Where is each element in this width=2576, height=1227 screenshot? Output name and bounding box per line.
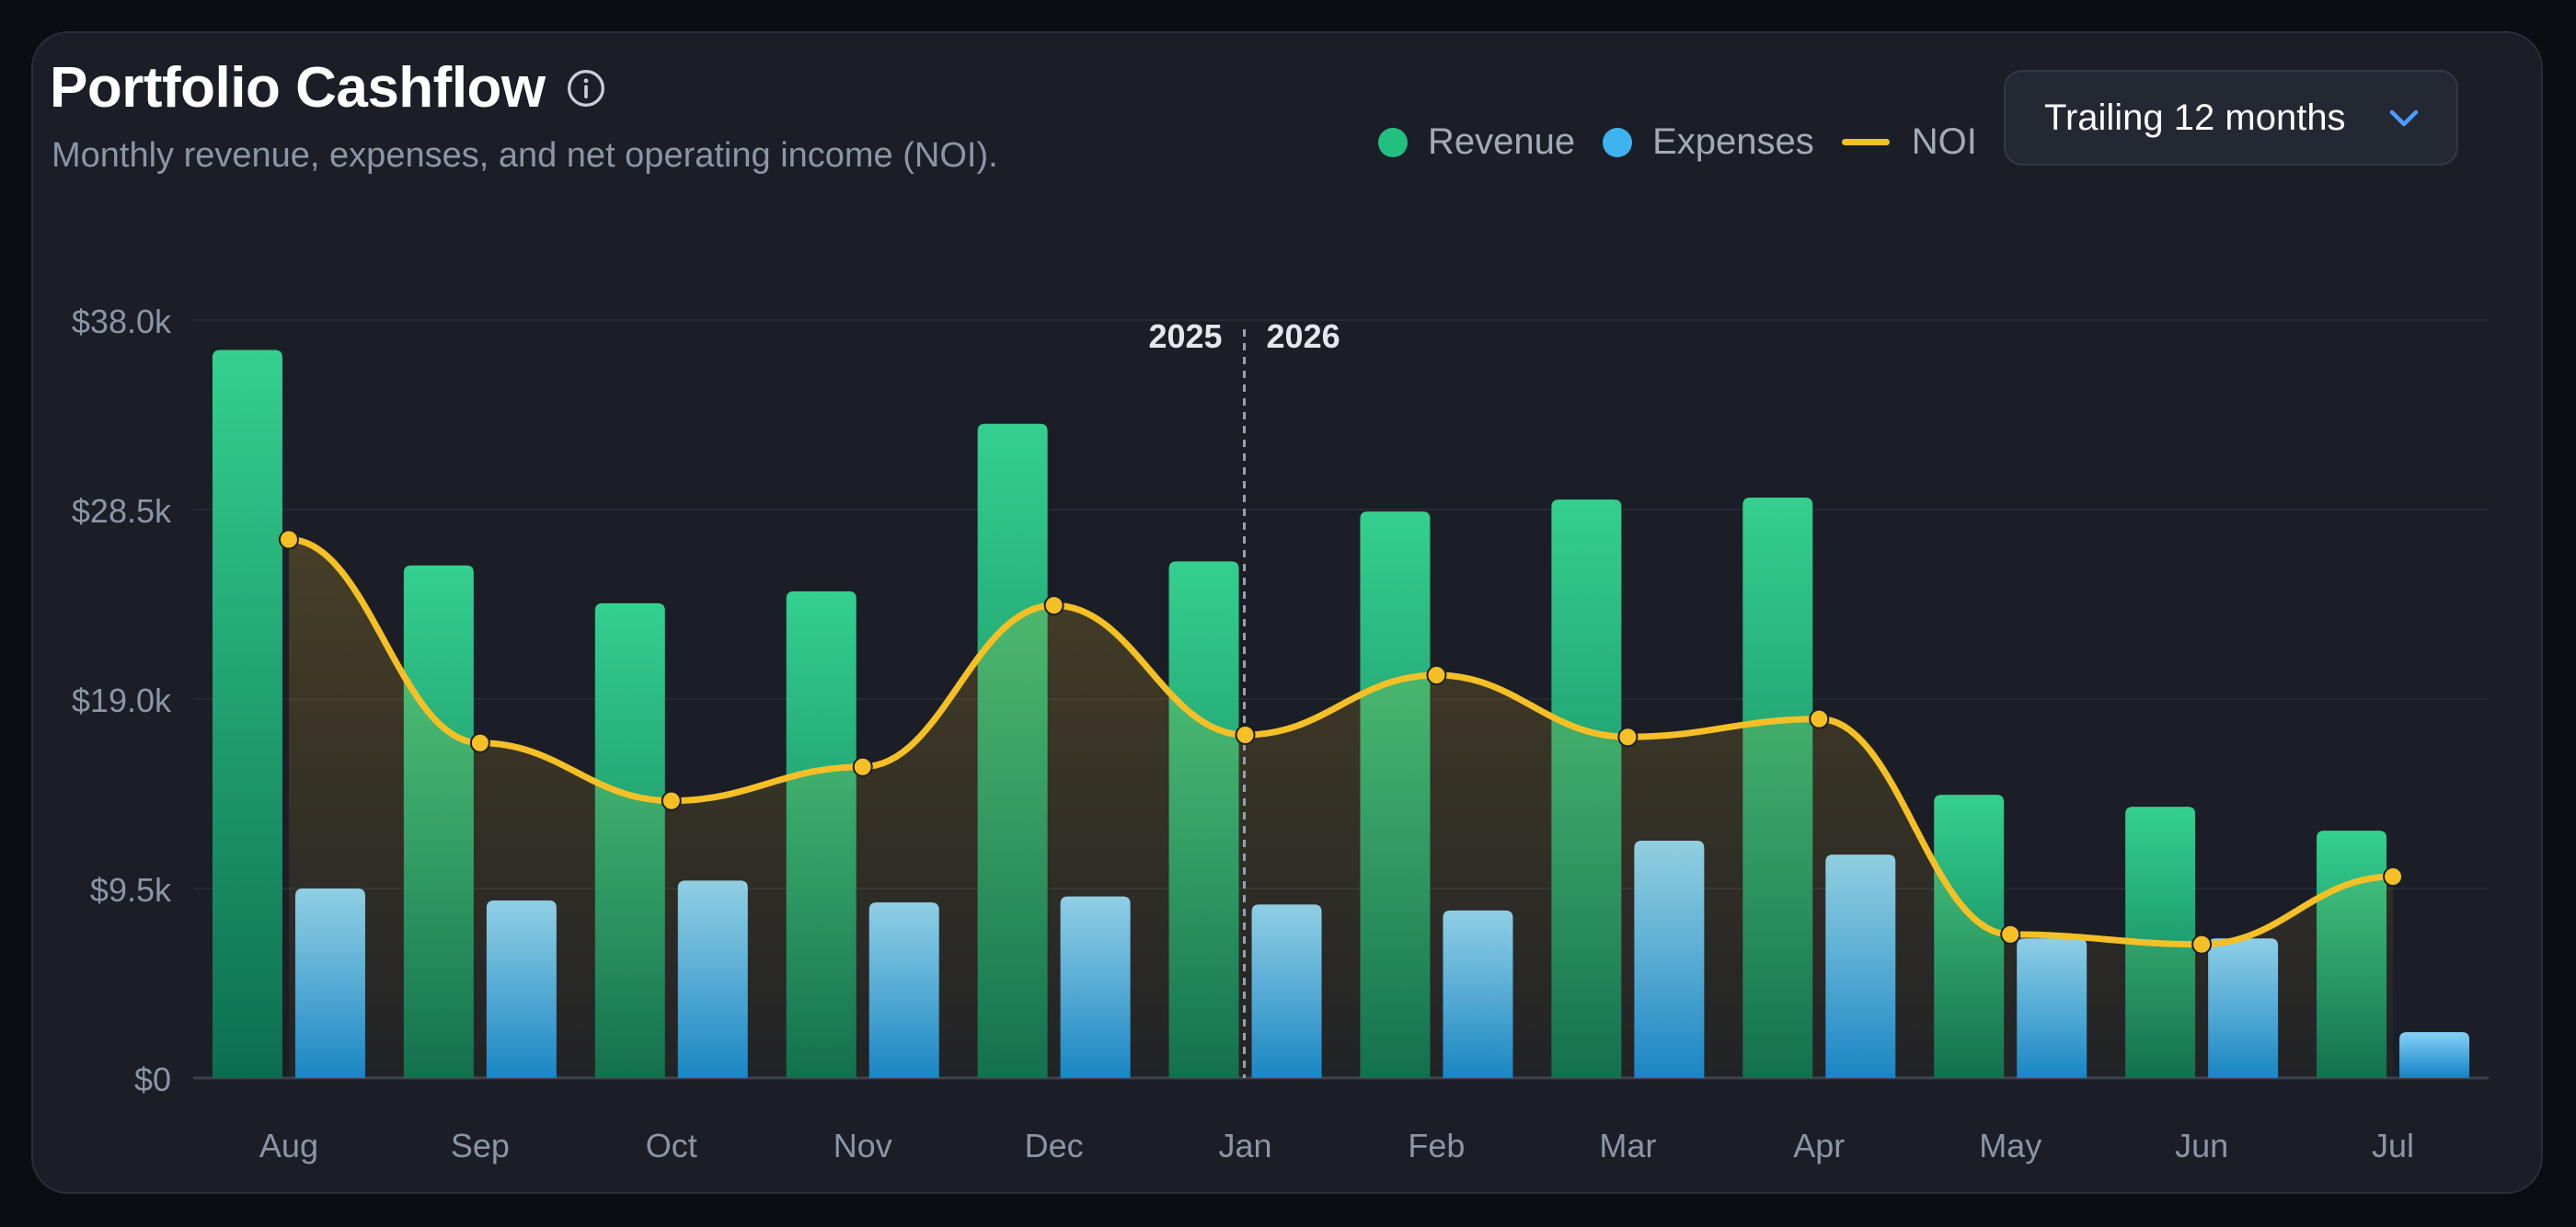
revenue-bar[interactable] [212,350,282,1078]
y-tick-label: $28.5k [72,492,172,530]
legend-item-revenue[interactable]: Revenue [1378,121,1575,163]
legend-label-expenses: Expenses [1652,121,1814,162]
chevron-down-icon [2389,109,2419,127]
noi-point[interactable] [469,732,490,753]
year-label-2026: 2026 [1267,317,1340,355]
chart-title: Portfolio Cashflow [50,56,546,120]
x-tick-label: Apr [1793,1127,1845,1164]
x-tick-label: Feb [1408,1127,1465,1164]
x-tick-label: Jan [1219,1127,1272,1164]
noi-area [288,539,2394,1078]
legend-label-revenue: Revenue [1428,121,1576,162]
legend-item-expenses[interactable]: Expenses [1603,121,1814,163]
x-tick-label: May [1979,1127,2041,1164]
y-tick-label: $9.5k [90,871,172,909]
noi-point[interactable] [2383,866,2404,887]
noi-point[interactable] [1235,725,1256,746]
noi-point[interactable] [661,790,682,811]
chart-subtitle: Monthly revenue, expenses, and net opera… [52,136,998,175]
card-header: Portfolio Cashflow [50,55,606,120]
x-tick-label: Sep [451,1127,510,1164]
legend-label-noi: NOI [1911,121,1977,162]
x-tick-label: Mar [1599,1127,1656,1164]
info-icon[interactable] [566,68,606,109]
x-tick-label: Jun [2175,1127,2228,1164]
noi-point[interactable] [852,756,873,777]
legend-swatch-revenue [1378,127,1408,157]
year-label-2025: 2025 [1148,317,1222,355]
x-tick-label: Oct [646,1127,697,1164]
period-select-label: Trailing 12 months [2044,97,2346,138]
y-tick-label: $38.0k [72,303,172,340]
noi-point[interactable] [278,529,299,550]
x-tick-label: Aug [259,1127,318,1164]
expenses-bar[interactable] [2399,1032,2470,1078]
period-select[interactable]: Trailing 12 months [2004,70,2458,166]
noi-point[interactable] [2000,923,2021,945]
legend-swatch-expenses [1603,127,1633,157]
x-tick-label: Jul [2372,1127,2414,1164]
x-tick-label: Dec [1025,1127,1084,1164]
noi-point[interactable] [2191,934,2213,955]
x-tick-label: Nov [834,1127,892,1164]
noi-point[interactable] [1617,727,1639,748]
noi-point[interactable] [1043,595,1064,616]
legend-item-noi[interactable]: NOI [1841,121,1977,163]
legend-swatch-noi [1841,139,1890,145]
y-tick-label: $19.0k [72,682,172,719]
noi-point[interactable] [1809,708,1830,729]
y-tick-label: $0 [134,1061,171,1098]
chart-legend: Revenue Expenses NOI [1378,121,2005,163]
noi-point[interactable] [1426,664,1447,685]
